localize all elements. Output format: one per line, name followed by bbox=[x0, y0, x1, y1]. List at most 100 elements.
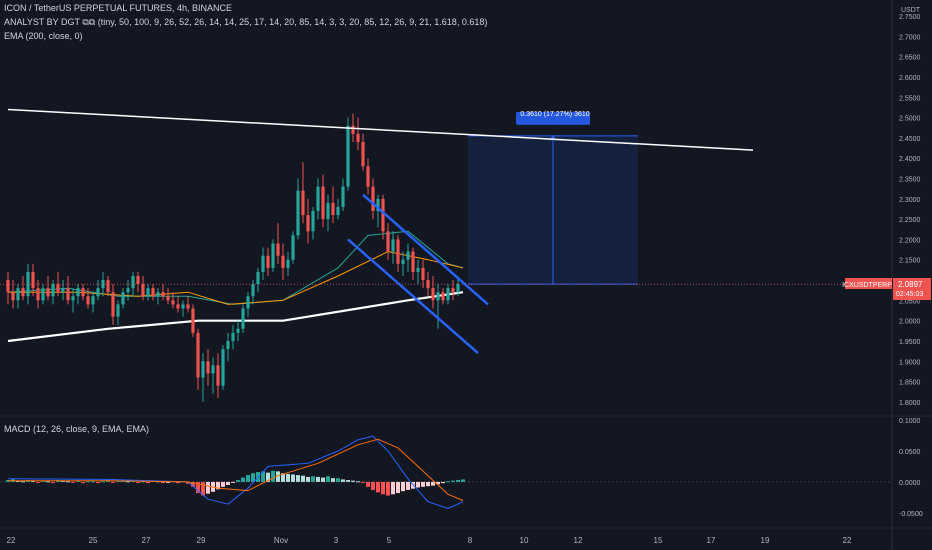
candle-body bbox=[426, 280, 430, 289]
price-tick-label: 2.0000 bbox=[899, 319, 921, 326]
ema-slow-line bbox=[8, 251, 464, 305]
channel-upper-line bbox=[362, 193, 489, 306]
macd-tick-label: 0.1000 bbox=[899, 418, 921, 425]
macd-histogram-bar bbox=[36, 481, 40, 483]
macd-histogram-bar bbox=[261, 471, 265, 482]
macd-histogram-bar bbox=[411, 481, 415, 489]
candle-body bbox=[76, 288, 80, 297]
candle-body bbox=[256, 271, 260, 285]
macd-histogram-bar bbox=[421, 481, 425, 487]
candle bbox=[401, 251, 405, 276]
candle bbox=[86, 288, 90, 309]
macd-histogram-bar bbox=[366, 481, 370, 487]
macd-histogram-bar bbox=[41, 480, 45, 482]
candle bbox=[196, 328, 200, 390]
candle-body bbox=[431, 288, 435, 301]
candle bbox=[126, 280, 130, 301]
time-tick-label: 10 bbox=[520, 536, 529, 545]
candle-body bbox=[171, 300, 175, 305]
macd-histogram-bar bbox=[361, 481, 365, 483]
candle bbox=[146, 284, 150, 301]
candle-body bbox=[111, 292, 115, 317]
candle-body bbox=[451, 288, 455, 293]
macd-histogram-bar bbox=[16, 480, 20, 482]
candle-body bbox=[421, 267, 425, 281]
candle bbox=[451, 280, 455, 301]
macd-label[interactable]: MACD (12, 26, close, 9, EMA, EMA) bbox=[4, 424, 150, 434]
macd-histogram-bar bbox=[176, 481, 180, 484]
macd-tick-label: 0.0500 bbox=[899, 449, 921, 456]
indicator-label-analyst[interactable]: ANALYST BY DGT ⧉⧉ (tiny, 50, 100, 9, 26,… bbox=[4, 17, 488, 27]
candle-body bbox=[406, 251, 410, 260]
candle-body bbox=[96, 288, 100, 297]
candle bbox=[31, 263, 35, 297]
candle-body bbox=[346, 125, 350, 187]
candle bbox=[436, 284, 440, 329]
candle bbox=[411, 247, 415, 281]
time-tick-label: 12 bbox=[574, 536, 583, 545]
candle bbox=[186, 296, 190, 313]
time-tick-label: 22 bbox=[843, 536, 852, 545]
time-tick-label: 29 bbox=[197, 536, 206, 545]
candle-body bbox=[151, 288, 155, 297]
candle bbox=[346, 117, 350, 191]
macd-histogram-bar bbox=[221, 481, 225, 487]
macd-histogram-bar bbox=[31, 480, 35, 482]
macd-tick-label: -0.0500 bbox=[899, 511, 923, 518]
candle bbox=[226, 332, 230, 362]
macd-histogram-bar bbox=[426, 481, 430, 487]
price-tag-bg bbox=[893, 278, 931, 300]
price-tick-label: 2.1500 bbox=[899, 258, 921, 265]
candle-body bbox=[6, 280, 10, 293]
candle-body bbox=[241, 308, 245, 329]
time-tick-label: 19 bbox=[761, 536, 770, 545]
candle bbox=[116, 300, 120, 325]
candle-body bbox=[56, 284, 60, 293]
candle-body bbox=[326, 202, 330, 220]
macd-histogram-bar bbox=[416, 481, 420, 488]
macd-histogram-bar bbox=[276, 471, 280, 482]
macd-histogram-bar bbox=[311, 476, 315, 482]
candle bbox=[251, 280, 255, 305]
price-tick-label: 2.3000 bbox=[899, 197, 921, 204]
macd-histogram-bar bbox=[451, 480, 455, 482]
time-tick-label: 15 bbox=[654, 536, 663, 545]
candle-body bbox=[411, 251, 415, 272]
candle bbox=[46, 275, 50, 301]
candle-body bbox=[276, 243, 280, 256]
candle-body bbox=[291, 235, 295, 260]
signal-line bbox=[8, 438, 464, 501]
candle bbox=[371, 178, 375, 220]
macd-histogram-bar bbox=[111, 481, 115, 483]
indicator-label-ema[interactable]: EMA (200, close, 0) bbox=[4, 31, 83, 41]
price-tick-label: 2.0500 bbox=[899, 298, 921, 305]
candle-body bbox=[46, 288, 50, 297]
candle bbox=[446, 284, 450, 305]
macd-histogram-bar bbox=[51, 481, 55, 484]
candle bbox=[421, 259, 425, 289]
candle-body bbox=[31, 271, 35, 289]
time-tick-label: 5 bbox=[387, 536, 392, 545]
macd-histogram-bar bbox=[146, 481, 150, 484]
candle bbox=[256, 267, 260, 293]
candle bbox=[81, 284, 85, 301]
candle-body bbox=[351, 125, 355, 134]
macd-histogram-bar bbox=[241, 477, 245, 482]
candle bbox=[21, 275, 25, 301]
candle-body bbox=[106, 280, 110, 293]
candle-body bbox=[336, 206, 340, 216]
price-tick-label: 2.6500 bbox=[899, 55, 921, 62]
candle-body bbox=[416, 267, 420, 272]
candle-body bbox=[311, 211, 315, 232]
time-tick-label: 27 bbox=[142, 536, 151, 545]
candle-body bbox=[396, 239, 400, 264]
candle-body bbox=[401, 259, 405, 264]
macd-histogram-bar bbox=[391, 481, 395, 495]
candle-body bbox=[116, 304, 120, 317]
price-axis-currency: USDT bbox=[901, 7, 921, 14]
candle bbox=[386, 223, 390, 260]
candle bbox=[261, 247, 265, 281]
candle-body bbox=[21, 288, 25, 297]
candle bbox=[356, 117, 360, 151]
